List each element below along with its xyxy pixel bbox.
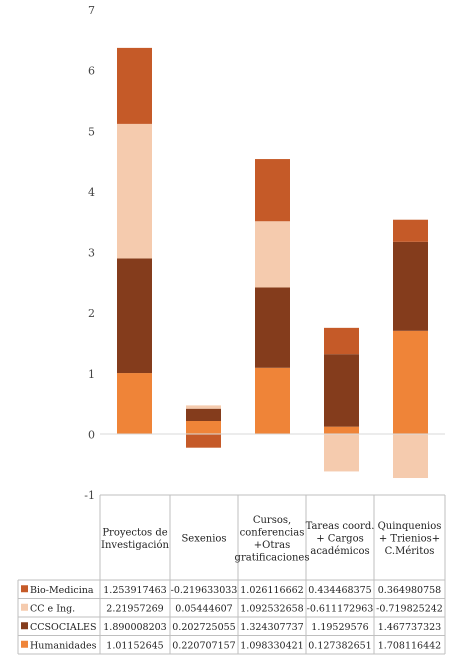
data-table: Proyectos de Investigación Sexenios Cursos,…: [17, 494, 446, 655]
data-label: -0.611172963: [307, 603, 374, 614]
bar-segment: [324, 327, 359, 355]
data-label: 0.364980758: [378, 585, 441, 596]
bar-segment: [186, 405, 221, 409]
category-label-line: C.Méritos: [385, 546, 435, 557]
data-label: 1.01152645: [106, 640, 163, 651]
bar-segment: [255, 367, 290, 435]
bar-segment: [255, 287, 290, 368]
data-label: 0.202725055: [172, 622, 235, 633]
legend-label: Humanidades: [30, 640, 97, 651]
y-tick-label: 2: [88, 307, 95, 320]
legend-swatch: [21, 622, 28, 630]
data-label: 1.098330421: [240, 640, 303, 651]
category-label-line: + Cargos: [316, 534, 364, 545]
data-label: 1.19529576: [311, 622, 368, 633]
y-tick-label: 1: [88, 368, 95, 381]
legend-swatch: [21, 640, 28, 648]
category-label-line: Proyectos de: [102, 527, 167, 538]
legend-label: Bio-Medicina: [30, 585, 94, 596]
legend-label: CC e Ing.: [30, 603, 75, 614]
data-label: 0.220707157: [172, 640, 235, 651]
y-tick-label: -1: [84, 489, 95, 502]
category-label-line: gratificaciones: [235, 552, 310, 563]
bar-segment: [393, 241, 428, 331]
data-label: 1.092532658: [240, 603, 303, 614]
bar-segment: [117, 123, 152, 259]
bars: [117, 47, 428, 479]
category-label: Sexenios: [181, 534, 226, 545]
data-label: 0.434468375: [308, 585, 371, 596]
bar-segment: [117, 47, 152, 124]
bar-segment: [117, 258, 152, 374]
y-tick-label: 3: [88, 247, 95, 260]
y-tick-label: 6: [88, 65, 95, 78]
data-label: 1.253917463: [103, 585, 166, 596]
bar-segment: [324, 434, 359, 472]
bar-segment: [393, 330, 428, 435]
category-label-line: académicos: [310, 546, 369, 557]
y-axis-ticks: 7 6 5 4 3 2 1 0 -1: [84, 4, 95, 502]
bar-segment: [324, 354, 359, 427]
data-label: 2.21957269: [106, 603, 163, 614]
category-label: Tareas coord. + Cargos académicos: [306, 521, 375, 557]
data-label: 0.127382651: [308, 640, 371, 651]
bar-segment: [186, 434, 221, 448]
category-label-line: Cursos,: [253, 515, 291, 526]
category-label: Cursos, conferencias +Otras gratificaciones: [235, 515, 310, 564]
data-label: -0.219633033: [171, 585, 238, 596]
bar-segment: [393, 434, 428, 479]
data-label: 1.026116662: [240, 585, 303, 596]
category-label-line: +Otras: [254, 540, 290, 551]
category-label-line: Tareas coord.: [306, 521, 375, 532]
bar-segment: [324, 426, 359, 435]
category-label: Proyectos de Investigación: [101, 527, 169, 551]
category-label-line: conferencias: [240, 527, 305, 538]
y-tick-label: 7: [88, 4, 95, 17]
y-tick-label: 5: [88, 125, 95, 138]
bar-segment: [255, 159, 290, 222]
bar-segment: [117, 373, 152, 435]
data-label: -0.719825242: [376, 603, 443, 614]
legend-label: CCSOCIALES: [30, 622, 96, 633]
y-tick-label: 4: [88, 186, 95, 199]
data-label: 1.324307737: [240, 622, 303, 633]
category-label-line: Investigación: [101, 540, 169, 551]
data-label: 1.467737323: [378, 622, 441, 633]
bar-segment: [255, 221, 290, 288]
bar-segment: [186, 420, 221, 435]
data-label: 1.890008203: [103, 622, 166, 633]
data-label: 0.05444607: [175, 603, 232, 614]
category-label: Quinquenios + Trienios+ C.Méritos: [378, 521, 442, 557]
bar-segment: [186, 408, 221, 421]
legend-swatch: [21, 585, 28, 593]
bar-segment: [393, 219, 428, 242]
y-tick-label: 0: [88, 428, 95, 441]
category-label-line: Quinquenios: [378, 521, 442, 532]
category-label-line: Sexenios: [181, 534, 226, 545]
category-label-line: + Trienios+: [379, 534, 440, 545]
data-label: 1.708116442: [378, 640, 441, 651]
legend-swatch: [21, 603, 28, 611]
